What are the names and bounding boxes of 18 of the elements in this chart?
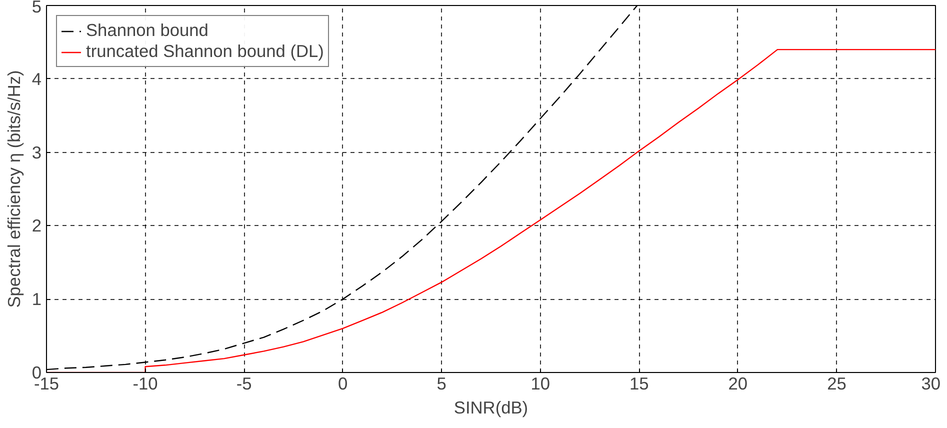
x-tick-label: -10 — [132, 374, 158, 394]
y-tick-label: 4 — [32, 68, 42, 89]
x-tick-label: 15 — [630, 374, 649, 394]
y-tick-label: 5 — [32, 0, 42, 16]
y-tick-label: 3 — [32, 142, 42, 162]
y-tick-label: 1 — [32, 289, 42, 310]
legend-label: truncated Shannon bound (DL) — [86, 41, 324, 62]
x-tick-label: 30 — [921, 374, 941, 394]
x-tick-label: 0 — [338, 374, 348, 394]
x-tick-label: 5 — [436, 374, 446, 394]
legend-label: Shannon bound — [86, 20, 208, 41]
x-tick-label: 20 — [728, 374, 748, 394]
y-tick-label: 2 — [32, 216, 42, 236]
x-tick-label: -5 — [236, 374, 252, 394]
x-axis-title: SINR(dB) — [454, 398, 528, 418]
x-tick-label: 25 — [827, 374, 846, 394]
y-axis-title: Spectral efficiency η (bits/s/Hz) — [4, 70, 24, 308]
x-tick-label: 10 — [530, 374, 550, 394]
